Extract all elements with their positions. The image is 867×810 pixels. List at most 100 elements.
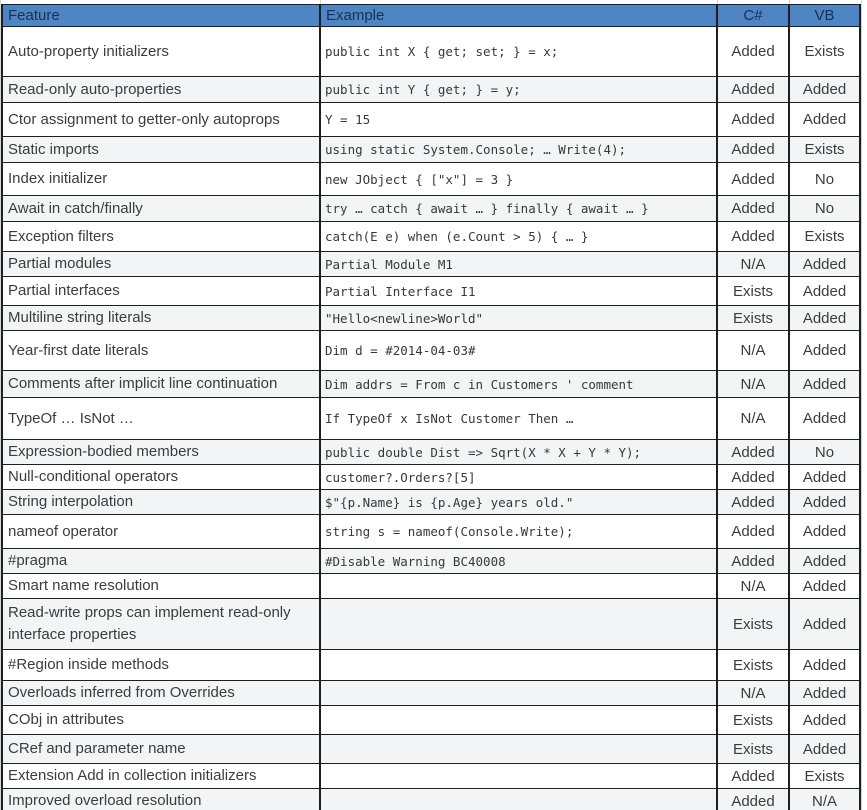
table-row: String interpolation $"{p.Name} is {p.Age… — [1, 489, 861, 515]
table-row: Comments after implicit line continuatio… — [1, 370, 861, 398]
csharp-cell: N/A — [716, 680, 790, 706]
vb-cell: Added — [788, 305, 861, 331]
feature-cell: #pragma — [1, 548, 321, 574]
feature-cell: Expression-bodied members — [1, 439, 321, 465]
feature-cell: Multiline string literals — [1, 305, 321, 331]
gridline-stub-top-3 — [789, 0, 790, 4]
csharp-cell: Added — [716, 788, 790, 810]
example-cell — [319, 734, 718, 764]
table-row: Read-write props can implement read-only… — [1, 598, 861, 650]
table-row: Overloads inferred from Overrides N/A Adde… — [1, 680, 861, 706]
feature-cell: Year-first date literals — [1, 330, 321, 371]
table-row: Partial modules Partial Module M1 N/A Added — [1, 251, 861, 277]
csharp-cell: N/A — [716, 251, 790, 277]
vb-cell: Exists — [788, 763, 861, 789]
feature-cell: Partial modules — [1, 251, 321, 277]
feature-cell: nameof operator — [1, 514, 321, 549]
example-cell: Y = 15 — [319, 102, 718, 137]
example-cell: Dim addrs = From c in Customers ' commen… — [319, 370, 718, 398]
vb-cell: Added — [788, 397, 861, 440]
csharp-cell: N/A — [716, 370, 790, 398]
example-cell: public int Y { get; } = y; — [319, 76, 718, 103]
csharp-cell: Added — [716, 76, 790, 103]
gridline-right — [861, 0, 862, 810]
csharp-cell: Added — [716, 221, 790, 252]
example-cell — [319, 705, 718, 735]
table-row: #pragma #Disable Warning BC40008 Added Adde… — [1, 548, 861, 574]
feature-cell: Auto-property initializers — [1, 26, 321, 77]
example-cell: $"{p.Name} is {p.Age} years old." — [319, 489, 718, 515]
csharp-cell: Added — [716, 26, 790, 77]
column-header-example: Example — [319, 4, 718, 27]
table-row: Index initializer new JObject { ["x"] = 3… — [1, 162, 861, 196]
vb-cell: No — [788, 162, 861, 196]
vb-cell: Added — [788, 514, 861, 549]
feature-cell: Exception filters — [1, 221, 321, 252]
feature-cell: Comments after implicit line continuatio… — [1, 370, 321, 398]
table-row: Year-first date literals Dim d = #2014-04… — [1, 330, 861, 371]
feature-cell: Extension Add in collection initializers — [1, 763, 321, 789]
example-cell: Partial Interface I1 — [319, 276, 718, 306]
feature-cell: Overloads inferred from Overrides — [1, 680, 321, 706]
example-cell: new JObject { ["x"] = 3 } — [319, 162, 718, 196]
gridline-stub-top-1 — [320, 0, 321, 4]
table-row: Null-conditional operators customer?.Orde… — [1, 464, 861, 490]
table-row: Multiline string literals "Hello<newline>… — [1, 305, 861, 331]
table-row: nameof operator string s = nameof(Console… — [1, 514, 861, 549]
example-cell: "Hello<newline>World" — [319, 305, 718, 331]
csharp-cell: Added — [716, 195, 790, 222]
feature-comparison-table: Feature Example C# VB Auto-property init… — [1, 4, 861, 810]
gridline-stub-top-2 — [717, 0, 718, 4]
column-header-vb: VB — [788, 4, 861, 27]
vb-cell: Added — [788, 330, 861, 371]
csharp-cell: Exists — [716, 305, 790, 331]
feature-cell: CObj in attributes — [1, 705, 321, 735]
csharp-cell: Added — [716, 464, 790, 490]
example-cell: customer?.Orders?[5] — [319, 464, 718, 490]
example-cell — [319, 763, 718, 789]
table-row: Improved overload resolution Added N/A — [1, 788, 861, 810]
feature-cell: String interpolation — [1, 489, 321, 515]
vb-cell: Added — [788, 548, 861, 574]
csharp-cell: Added — [716, 136, 790, 163]
vb-cell: Added — [788, 102, 861, 137]
vb-cell: N/A — [788, 788, 861, 810]
example-cell: Dim d = #2014-04-03# — [319, 330, 718, 371]
feature-cell: Smart name resolution — [1, 573, 321, 599]
example-cell — [319, 788, 718, 810]
feature-table-body: Auto-property initializers public int X {… — [1, 26, 861, 810]
column-header-csharp: C# — [716, 4, 790, 27]
table-row: #Region inside methods Exists Added — [1, 649, 861, 681]
table-row: Await in catch/finally try … catch { awai… — [1, 195, 861, 222]
table-row: Extension Add in collection initializers… — [1, 763, 861, 789]
csharp-cell: Added — [716, 548, 790, 574]
vb-cell: Added — [788, 76, 861, 103]
table-row: CObj in attributes Exists Added — [1, 705, 861, 735]
vb-cell: Added — [788, 276, 861, 306]
example-cell: string s = nameof(Console.Write); — [319, 514, 718, 549]
vb-cell: Exists — [788, 221, 861, 252]
example-cell: catch(E e) when (e.Count > 5) { … } — [319, 221, 718, 252]
csharp-cell: N/A — [716, 330, 790, 371]
feature-cell: Await in catch/finally — [1, 195, 321, 222]
example-cell: using static System.Console; … Write(4); — [319, 136, 718, 163]
table-row: Smart name resolution N/A Added — [1, 573, 861, 599]
vb-cell: No — [788, 439, 861, 465]
column-header-feature: Feature — [1, 4, 321, 27]
vb-cell: Exists — [788, 26, 861, 77]
vb-cell: Added — [788, 489, 861, 515]
csharp-cell: Exists — [716, 598, 790, 650]
csharp-cell: Added — [716, 489, 790, 515]
gridline-left — [0, 0, 1, 810]
table-row: TypeOf … IsNot … If TypeOf x IsNot Custom… — [1, 397, 861, 440]
feature-cell: Ctor assignment to getter-only autoprops — [1, 102, 321, 137]
csharp-cell: Added — [716, 514, 790, 549]
csharp-cell: N/A — [716, 573, 790, 599]
example-cell: try … catch { await … } finally { await … — [319, 195, 718, 222]
csharp-cell: Exists — [716, 276, 790, 306]
header-row: Feature Example C# VB — [1, 4, 861, 27]
csharp-cell: Added — [716, 439, 790, 465]
vb-cell: Added — [788, 370, 861, 398]
vb-cell: Added — [788, 598, 861, 650]
vb-cell: Added — [788, 573, 861, 599]
